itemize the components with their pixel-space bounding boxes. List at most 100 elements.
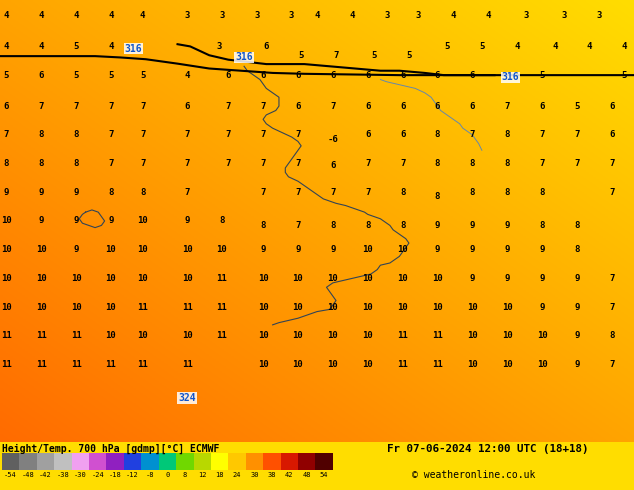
Text: 7: 7 xyxy=(184,159,190,168)
Text: 9: 9 xyxy=(505,274,510,283)
Text: 7: 7 xyxy=(365,159,370,168)
Text: 7: 7 xyxy=(295,221,301,230)
Text: -8: -8 xyxy=(146,472,154,478)
Text: -48: -48 xyxy=(22,472,34,478)
Text: 11: 11 xyxy=(182,303,192,312)
Text: 10: 10 xyxy=(106,331,116,341)
Text: 10: 10 xyxy=(106,245,116,254)
Text: 4: 4 xyxy=(4,11,9,20)
Text: 324: 324 xyxy=(178,393,196,403)
Bar xyxy=(19,453,37,470)
Text: 10: 10 xyxy=(293,331,303,341)
Text: 5: 5 xyxy=(108,71,113,80)
Text: 8: 8 xyxy=(540,221,545,230)
Text: 5: 5 xyxy=(140,71,145,80)
Text: 4: 4 xyxy=(486,11,491,20)
Text: 24: 24 xyxy=(233,472,242,478)
Text: 10: 10 xyxy=(1,303,11,312)
Text: 4: 4 xyxy=(622,42,627,51)
Text: 316: 316 xyxy=(235,52,253,62)
Text: 10: 10 xyxy=(363,274,373,283)
Text: 4: 4 xyxy=(4,42,9,51)
Text: 7: 7 xyxy=(140,130,145,139)
Text: 7: 7 xyxy=(295,188,301,197)
Text: 9: 9 xyxy=(540,245,545,254)
Text: 18: 18 xyxy=(216,472,224,478)
Text: 11: 11 xyxy=(398,360,408,369)
Text: 10: 10 xyxy=(328,331,338,341)
Text: 10: 10 xyxy=(328,303,338,312)
Text: 11: 11 xyxy=(432,331,443,341)
Text: 8: 8 xyxy=(74,130,79,139)
Text: 7: 7 xyxy=(108,159,113,168)
Text: 6: 6 xyxy=(295,71,301,80)
Text: 9: 9 xyxy=(574,331,579,341)
Text: 8: 8 xyxy=(108,188,113,197)
Bar xyxy=(246,453,263,470)
Text: 10: 10 xyxy=(363,331,373,341)
Text: 0: 0 xyxy=(165,472,169,478)
Bar xyxy=(316,453,333,470)
Text: 54: 54 xyxy=(320,472,328,478)
Text: 7: 7 xyxy=(330,101,335,111)
Text: 10: 10 xyxy=(467,331,477,341)
Text: 7: 7 xyxy=(226,101,231,111)
Text: 10: 10 xyxy=(328,360,338,369)
Text: 8: 8 xyxy=(39,159,44,168)
Text: -24: -24 xyxy=(91,472,104,478)
Text: 10: 10 xyxy=(363,360,373,369)
Text: 10: 10 xyxy=(138,274,148,283)
Text: 7: 7 xyxy=(540,159,545,168)
Text: 3: 3 xyxy=(254,11,259,20)
Text: 10: 10 xyxy=(258,303,268,312)
Text: 9: 9 xyxy=(184,217,190,225)
Text: 10: 10 xyxy=(432,274,443,283)
Text: 42: 42 xyxy=(285,472,294,478)
Text: 10: 10 xyxy=(258,274,268,283)
Text: 5: 5 xyxy=(540,71,545,80)
Text: 10: 10 xyxy=(217,245,227,254)
Text: 9: 9 xyxy=(574,303,579,312)
Text: 4: 4 xyxy=(140,11,145,20)
Text: 3: 3 xyxy=(597,11,602,20)
Text: 9: 9 xyxy=(435,221,440,230)
Text: 9: 9 xyxy=(261,245,266,254)
Text: 8: 8 xyxy=(540,188,545,197)
Text: 12: 12 xyxy=(198,472,207,478)
Text: 38: 38 xyxy=(268,472,276,478)
Text: 10: 10 xyxy=(36,303,46,312)
Text: 6: 6 xyxy=(261,71,266,80)
Text: 9: 9 xyxy=(470,274,475,283)
Text: 7: 7 xyxy=(226,159,231,168)
Text: 6: 6 xyxy=(39,71,44,80)
Text: 11: 11 xyxy=(217,331,227,341)
Text: 4: 4 xyxy=(514,42,519,51)
Text: 5: 5 xyxy=(74,71,79,80)
Text: 6: 6 xyxy=(365,101,370,111)
Text: 7: 7 xyxy=(365,188,370,197)
Text: 9: 9 xyxy=(295,245,301,254)
Text: 10: 10 xyxy=(328,274,338,283)
Text: 6: 6 xyxy=(609,130,614,139)
Bar xyxy=(211,453,228,470)
Text: 7: 7 xyxy=(261,130,266,139)
Bar xyxy=(2,453,19,470)
Text: 6: 6 xyxy=(435,71,440,80)
Text: -38: -38 xyxy=(56,472,69,478)
Text: 10: 10 xyxy=(1,245,11,254)
Text: 4: 4 xyxy=(587,42,592,51)
Text: 10: 10 xyxy=(182,274,192,283)
Text: 8: 8 xyxy=(400,221,405,230)
Text: 9: 9 xyxy=(574,274,579,283)
Text: 11: 11 xyxy=(1,331,11,341)
Text: 7: 7 xyxy=(505,101,510,111)
Text: 6: 6 xyxy=(330,71,335,80)
Text: 3: 3 xyxy=(216,42,221,51)
Text: 10: 10 xyxy=(182,245,192,254)
Text: 7: 7 xyxy=(609,159,614,168)
Text: 6: 6 xyxy=(295,101,301,111)
Text: 6: 6 xyxy=(609,101,614,111)
Text: 8: 8 xyxy=(39,130,44,139)
Text: 10: 10 xyxy=(398,245,408,254)
Text: 7: 7 xyxy=(574,130,579,139)
